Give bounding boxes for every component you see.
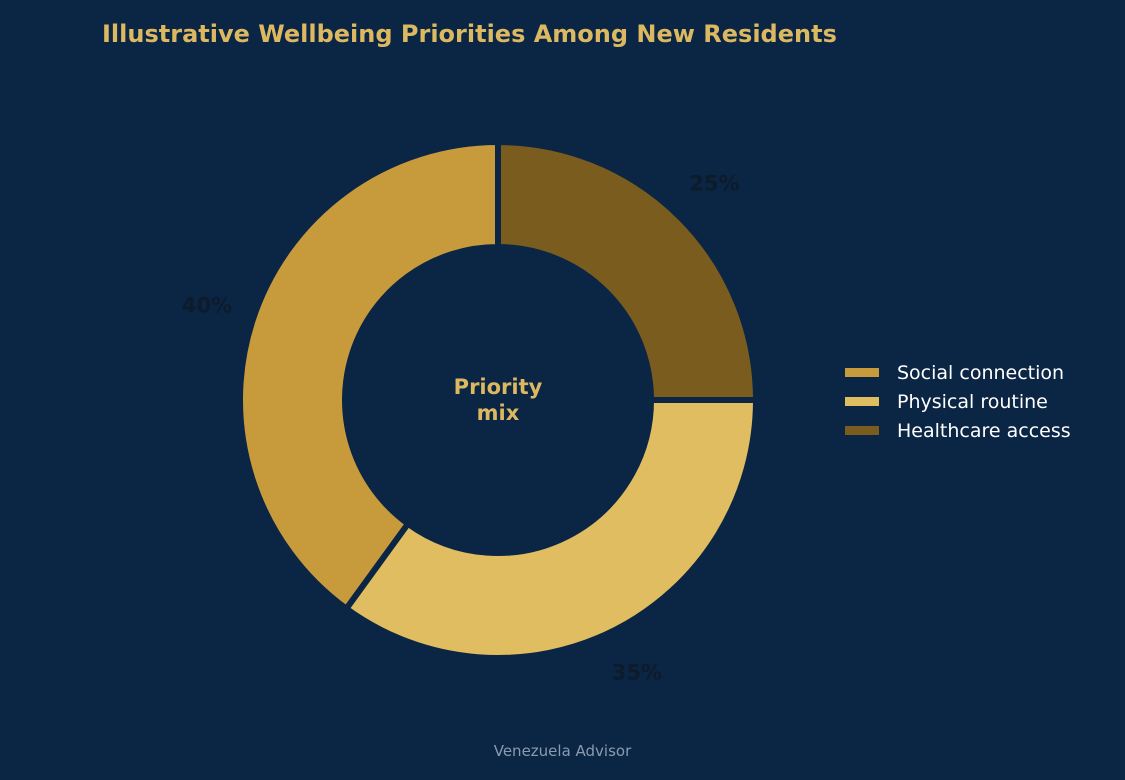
legend-label: Social connection bbox=[897, 361, 1065, 384]
slice-value-label: 40% bbox=[182, 293, 232, 317]
chart-title: Illustrative Wellbeing Priorities Among … bbox=[102, 20, 837, 48]
legend-item-healthcare-access[interactable]: Healthcare access bbox=[845, 416, 1071, 445]
legend-item-social-connection[interactable]: Social connection bbox=[845, 358, 1071, 387]
center-label-line-1: Priority bbox=[454, 375, 543, 399]
legend: Social connection Physical routine Healt… bbox=[845, 358, 1071, 445]
slice-value-label: 25% bbox=[689, 172, 739, 196]
legend-swatch bbox=[845, 426, 879, 435]
slice-group bbox=[237, 138, 760, 661]
legend-item-physical-routine[interactable]: Physical routine bbox=[845, 387, 1071, 416]
slice-value-label: 35% bbox=[612, 661, 662, 685]
footer-credit: Venezuela Advisor bbox=[493, 742, 632, 760]
slice-healthcare-access[interactable] bbox=[495, 138, 760, 403]
slice-social-connection[interactable] bbox=[237, 138, 501, 613]
legend-label: Healthcare access bbox=[897, 419, 1071, 442]
legend-swatch bbox=[845, 397, 879, 406]
legend-label: Physical routine bbox=[897, 390, 1048, 413]
center-label-line-2: mix bbox=[477, 401, 520, 425]
slice-physical-routine[interactable] bbox=[342, 397, 760, 661]
legend-swatch bbox=[845, 368, 879, 377]
slice-label-group: 40% 35% 25% bbox=[182, 172, 740, 685]
